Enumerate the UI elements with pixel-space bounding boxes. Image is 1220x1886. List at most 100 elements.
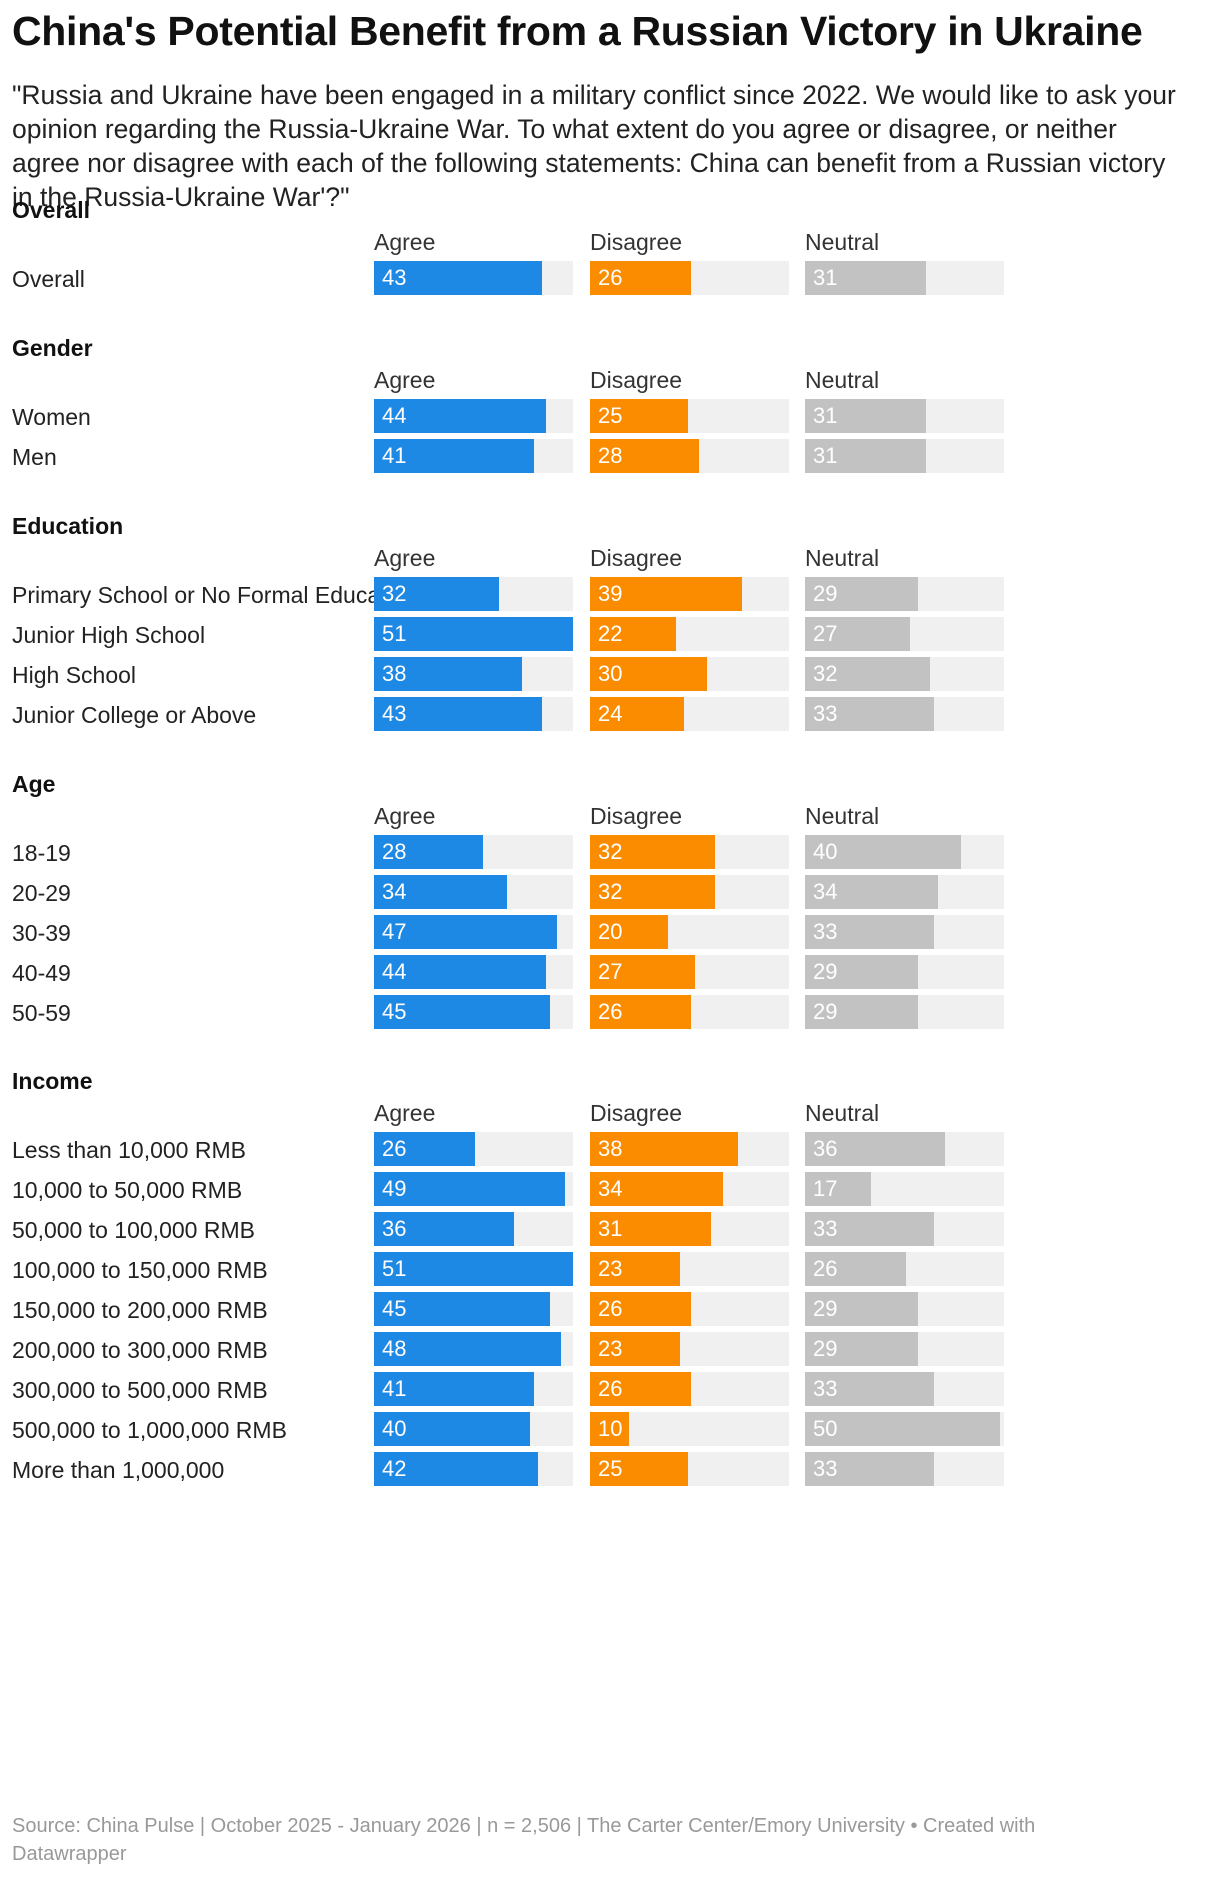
bar-agree (374, 1292, 550, 1326)
bar-disagree (590, 617, 676, 651)
bar-track: 34 (805, 875, 1004, 909)
bar-track: 44 (374, 399, 573, 433)
bar-track: 39 (590, 577, 789, 611)
bar-disagree (590, 955, 695, 989)
bar-track: 29 (805, 955, 1004, 989)
bar-disagree (590, 1292, 691, 1326)
bar-track: 32 (590, 835, 789, 869)
value-label: 27 (598, 959, 623, 984)
bar-track: 51 (374, 1252, 573, 1286)
bar-track: 30 (590, 657, 789, 691)
bar-track: 26 (590, 261, 789, 295)
bar-disagree (590, 439, 699, 473)
bar-track: 45 (374, 995, 573, 1029)
bar-track: 34 (590, 1172, 789, 1206)
column-header-agree: Agree (374, 1100, 436, 1126)
bar-neutral (805, 1132, 945, 1166)
bar-track: 43 (374, 697, 573, 731)
bar-agree (374, 697, 542, 731)
bar-agree (374, 915, 557, 949)
value-label: 10 (598, 1416, 623, 1441)
bar-track: 26 (590, 995, 789, 1029)
value-label: 17 (813, 1176, 838, 1201)
bar-track: 41 (374, 1372, 573, 1406)
row-label: Junior High School (12, 622, 206, 648)
bar-track: 42 (374, 1452, 573, 1486)
column-header-disagree: Disagree (590, 803, 683, 829)
value-label: 34 (813, 879, 838, 904)
row-label: 100,000 to 150,000 RMB (12, 1257, 268, 1283)
bar-disagree (590, 995, 691, 1029)
bar-track: 31 (805, 399, 1004, 433)
bar-track: 28 (374, 835, 573, 869)
row-label: Less than 10,000 RMB (12, 1137, 246, 1163)
bar-neutral (805, 1172, 871, 1206)
value-label: 45 (382, 1296, 407, 1321)
column-header-disagree: Disagree (590, 1100, 683, 1126)
bar-disagree (590, 1372, 691, 1406)
bar-disagree (590, 1452, 688, 1486)
value-label: 34 (598, 1176, 623, 1201)
bar-track: 44 (374, 955, 573, 989)
bar-disagree (590, 1212, 711, 1246)
value-label: 25 (598, 1456, 623, 1481)
bar-track: 31 (590, 1212, 789, 1246)
bar-neutral (805, 875, 938, 909)
column-header-agree: Agree (374, 367, 436, 393)
group-title: Income (12, 1068, 93, 1094)
value-label: 44 (382, 959, 407, 984)
row-label: 10,000 to 50,000 RMB (12, 1177, 243, 1203)
value-label: 51 (382, 1256, 407, 1281)
value-label: 25 (598, 403, 623, 428)
bar-agree (374, 1452, 538, 1486)
bar-neutral (805, 835, 961, 869)
value-label: 47 (382, 919, 407, 944)
value-label: 38 (382, 661, 407, 686)
value-label: 26 (813, 1256, 838, 1281)
bar-disagree (590, 657, 707, 691)
bar-disagree (590, 1252, 680, 1286)
column-header-agree: Agree (374, 545, 436, 571)
column-header-neutral: Neutral (805, 229, 880, 255)
value-label: 29 (813, 1296, 838, 1321)
row-label: 50,000 to 100,000 RMB (12, 1217, 255, 1243)
bar-neutral (805, 617, 910, 651)
bar-agree (374, 875, 507, 909)
bar-track: 40 (805, 835, 1004, 869)
value-label: 32 (598, 839, 623, 864)
value-label: 32 (382, 581, 407, 606)
column-header-agree: Agree (374, 229, 436, 255)
row-label: 50-59 (12, 1000, 71, 1026)
bar-neutral (805, 1452, 934, 1486)
bar-agree (374, 577, 499, 611)
row-label: 150,000 to 200,000 RMB (12, 1297, 268, 1323)
value-label: 33 (813, 1456, 838, 1481)
bar-track: 20 (590, 915, 789, 949)
row-label: 500,000 to 1,000,000 RMB (12, 1417, 287, 1443)
bar-track: 45 (374, 1292, 573, 1326)
bar-disagree (590, 1172, 723, 1206)
bar-track: 10 (590, 1412, 789, 1446)
group-title: Education (12, 513, 124, 539)
value-label: 41 (382, 1376, 407, 1401)
bar-neutral (805, 1332, 918, 1366)
value-label: 50 (813, 1416, 838, 1441)
bar-track: 27 (805, 617, 1004, 651)
bar-neutral (805, 657, 930, 691)
value-label: 31 (813, 403, 838, 428)
bar-track: 25 (590, 1452, 789, 1486)
row-label: 200,000 to 300,000 RMB (12, 1337, 268, 1363)
row-label: 300,000 to 500,000 RMB (12, 1377, 268, 1403)
value-label: 40 (813, 839, 838, 864)
group-title: Age (12, 771, 56, 797)
column-header-disagree: Disagree (590, 367, 683, 393)
bar-neutral (805, 261, 926, 295)
bar-neutral (805, 955, 918, 989)
bar-track: 22 (590, 617, 789, 651)
bar-neutral (805, 1412, 1000, 1446)
value-label: 34 (382, 879, 407, 904)
value-label: 33 (813, 701, 838, 726)
value-label: 40 (382, 1416, 407, 1441)
bar-track: 50 (805, 1412, 1004, 1446)
bar-track: 41 (374, 439, 573, 473)
